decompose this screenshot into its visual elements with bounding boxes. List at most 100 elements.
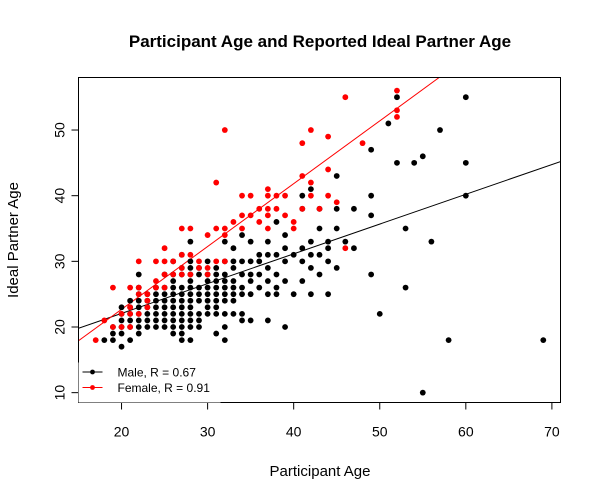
data-point-0: [239, 271, 245, 278]
data-point-0: [178, 330, 185, 337]
data-point-0: [144, 317, 151, 324]
data-point-0: [187, 337, 194, 344]
plot-frame: [78, 77, 561, 403]
data-point-0: [325, 245, 332, 252]
data-point-0: [230, 258, 237, 265]
data-point-0: [196, 317, 202, 324]
data-point-0: [153, 291, 159, 298]
data-point-1: [316, 205, 323, 212]
data-point-0: [239, 291, 245, 298]
data-point-0: [187, 238, 194, 245]
data-point-0: [290, 291, 297, 298]
data-point-0: [239, 310, 245, 317]
data-point-0: [351, 205, 357, 212]
data-point-0: [273, 271, 280, 278]
data-point-0: [213, 297, 220, 304]
y-tick-label: 40: [52, 188, 68, 204]
data-point-1: [153, 278, 159, 284]
data-point-0: [213, 304, 220, 311]
data-point-1: [204, 232, 211, 238]
data-point-1: [101, 317, 108, 324]
data-point-1: [110, 324, 116, 330]
legend-label: Male, R = 0.67: [118, 366, 197, 380]
data-point-0: [299, 192, 306, 199]
data-point-1: [221, 225, 228, 232]
data-point-0: [411, 159, 418, 166]
data-point-1: [342, 94, 349, 101]
data-point-0: [144, 324, 151, 330]
data-point-0: [204, 284, 211, 291]
data-point-1: [299, 140, 306, 147]
data-point-0: [170, 284, 177, 291]
data-point-0: [333, 173, 340, 179]
data-point-1: [299, 205, 306, 212]
data-point-0: [230, 297, 237, 304]
data-point-0: [170, 330, 177, 337]
data-point-0: [187, 304, 194, 311]
data-point-0: [540, 337, 547, 344]
data-point-1: [264, 225, 271, 232]
data-point-1: [127, 284, 134, 291]
data-point-1: [307, 192, 314, 199]
data-point-0: [170, 291, 177, 298]
data-point-1: [178, 225, 185, 232]
x-tick-label: 40: [286, 424, 302, 440]
data-point-1: [307, 179, 314, 186]
data-point-1: [256, 205, 263, 212]
chart-title: Participant Age and Reported Ideal Partn…: [129, 32, 511, 51]
data-point-0: [153, 324, 159, 330]
data-point-0: [213, 278, 220, 284]
plot-area: [78, 77, 561, 396]
x-tick-label: 50: [372, 424, 388, 440]
data-point-1: [144, 297, 151, 304]
data-point-1: [394, 113, 400, 120]
data-point-0: [256, 251, 263, 258]
data-point-1: [230, 219, 237, 225]
data-point-0: [187, 324, 194, 330]
data-point-0: [368, 212, 375, 219]
data-point-0: [282, 245, 288, 252]
data-point-1: [290, 225, 297, 232]
data-point-1: [264, 186, 271, 193]
data-point-0: [273, 284, 280, 291]
data-point-1: [282, 212, 288, 219]
data-point-0: [187, 297, 194, 304]
data-point-0: [419, 389, 426, 396]
data-point-0: [213, 310, 220, 317]
data-point-0: [153, 317, 159, 324]
data-point-1: [264, 192, 271, 199]
data-point-1: [213, 179, 220, 186]
data-point-1: [118, 324, 125, 330]
data-point-0: [256, 258, 263, 265]
data-point-1: [359, 140, 366, 147]
data-point-0: [247, 271, 254, 278]
data-point-1: [135, 258, 142, 265]
data-point-0: [239, 317, 245, 324]
data-point-0: [221, 284, 228, 291]
data-point-0: [170, 317, 177, 324]
data-point-1: [161, 258, 168, 265]
data-point-0: [204, 304, 211, 311]
x-tick-label: 70: [544, 424, 560, 440]
data-point-0: [462, 94, 469, 101]
data-point-0: [170, 278, 177, 284]
data-point-0: [437, 127, 443, 133]
data-point-0: [178, 284, 185, 291]
data-point-1: [325, 133, 332, 140]
data-point-1: [187, 251, 194, 258]
data-point-0: [221, 324, 228, 330]
data-point-1: [170, 271, 177, 278]
data-point-0: [135, 317, 142, 324]
data-point-1: [256, 219, 263, 225]
data-point-0: [196, 271, 202, 278]
data-point-0: [325, 258, 332, 265]
data-point-0: [239, 232, 245, 238]
data-point-1: [110, 284, 116, 291]
data-point-1: [204, 265, 211, 271]
data-point-0: [118, 343, 125, 350]
x-axis: 20 30 40 50 60 70: [114, 402, 560, 440]
data-point-0: [204, 310, 211, 317]
data-point-0: [264, 278, 271, 284]
data-point-0: [239, 284, 245, 291]
data-point-0: [213, 271, 220, 278]
